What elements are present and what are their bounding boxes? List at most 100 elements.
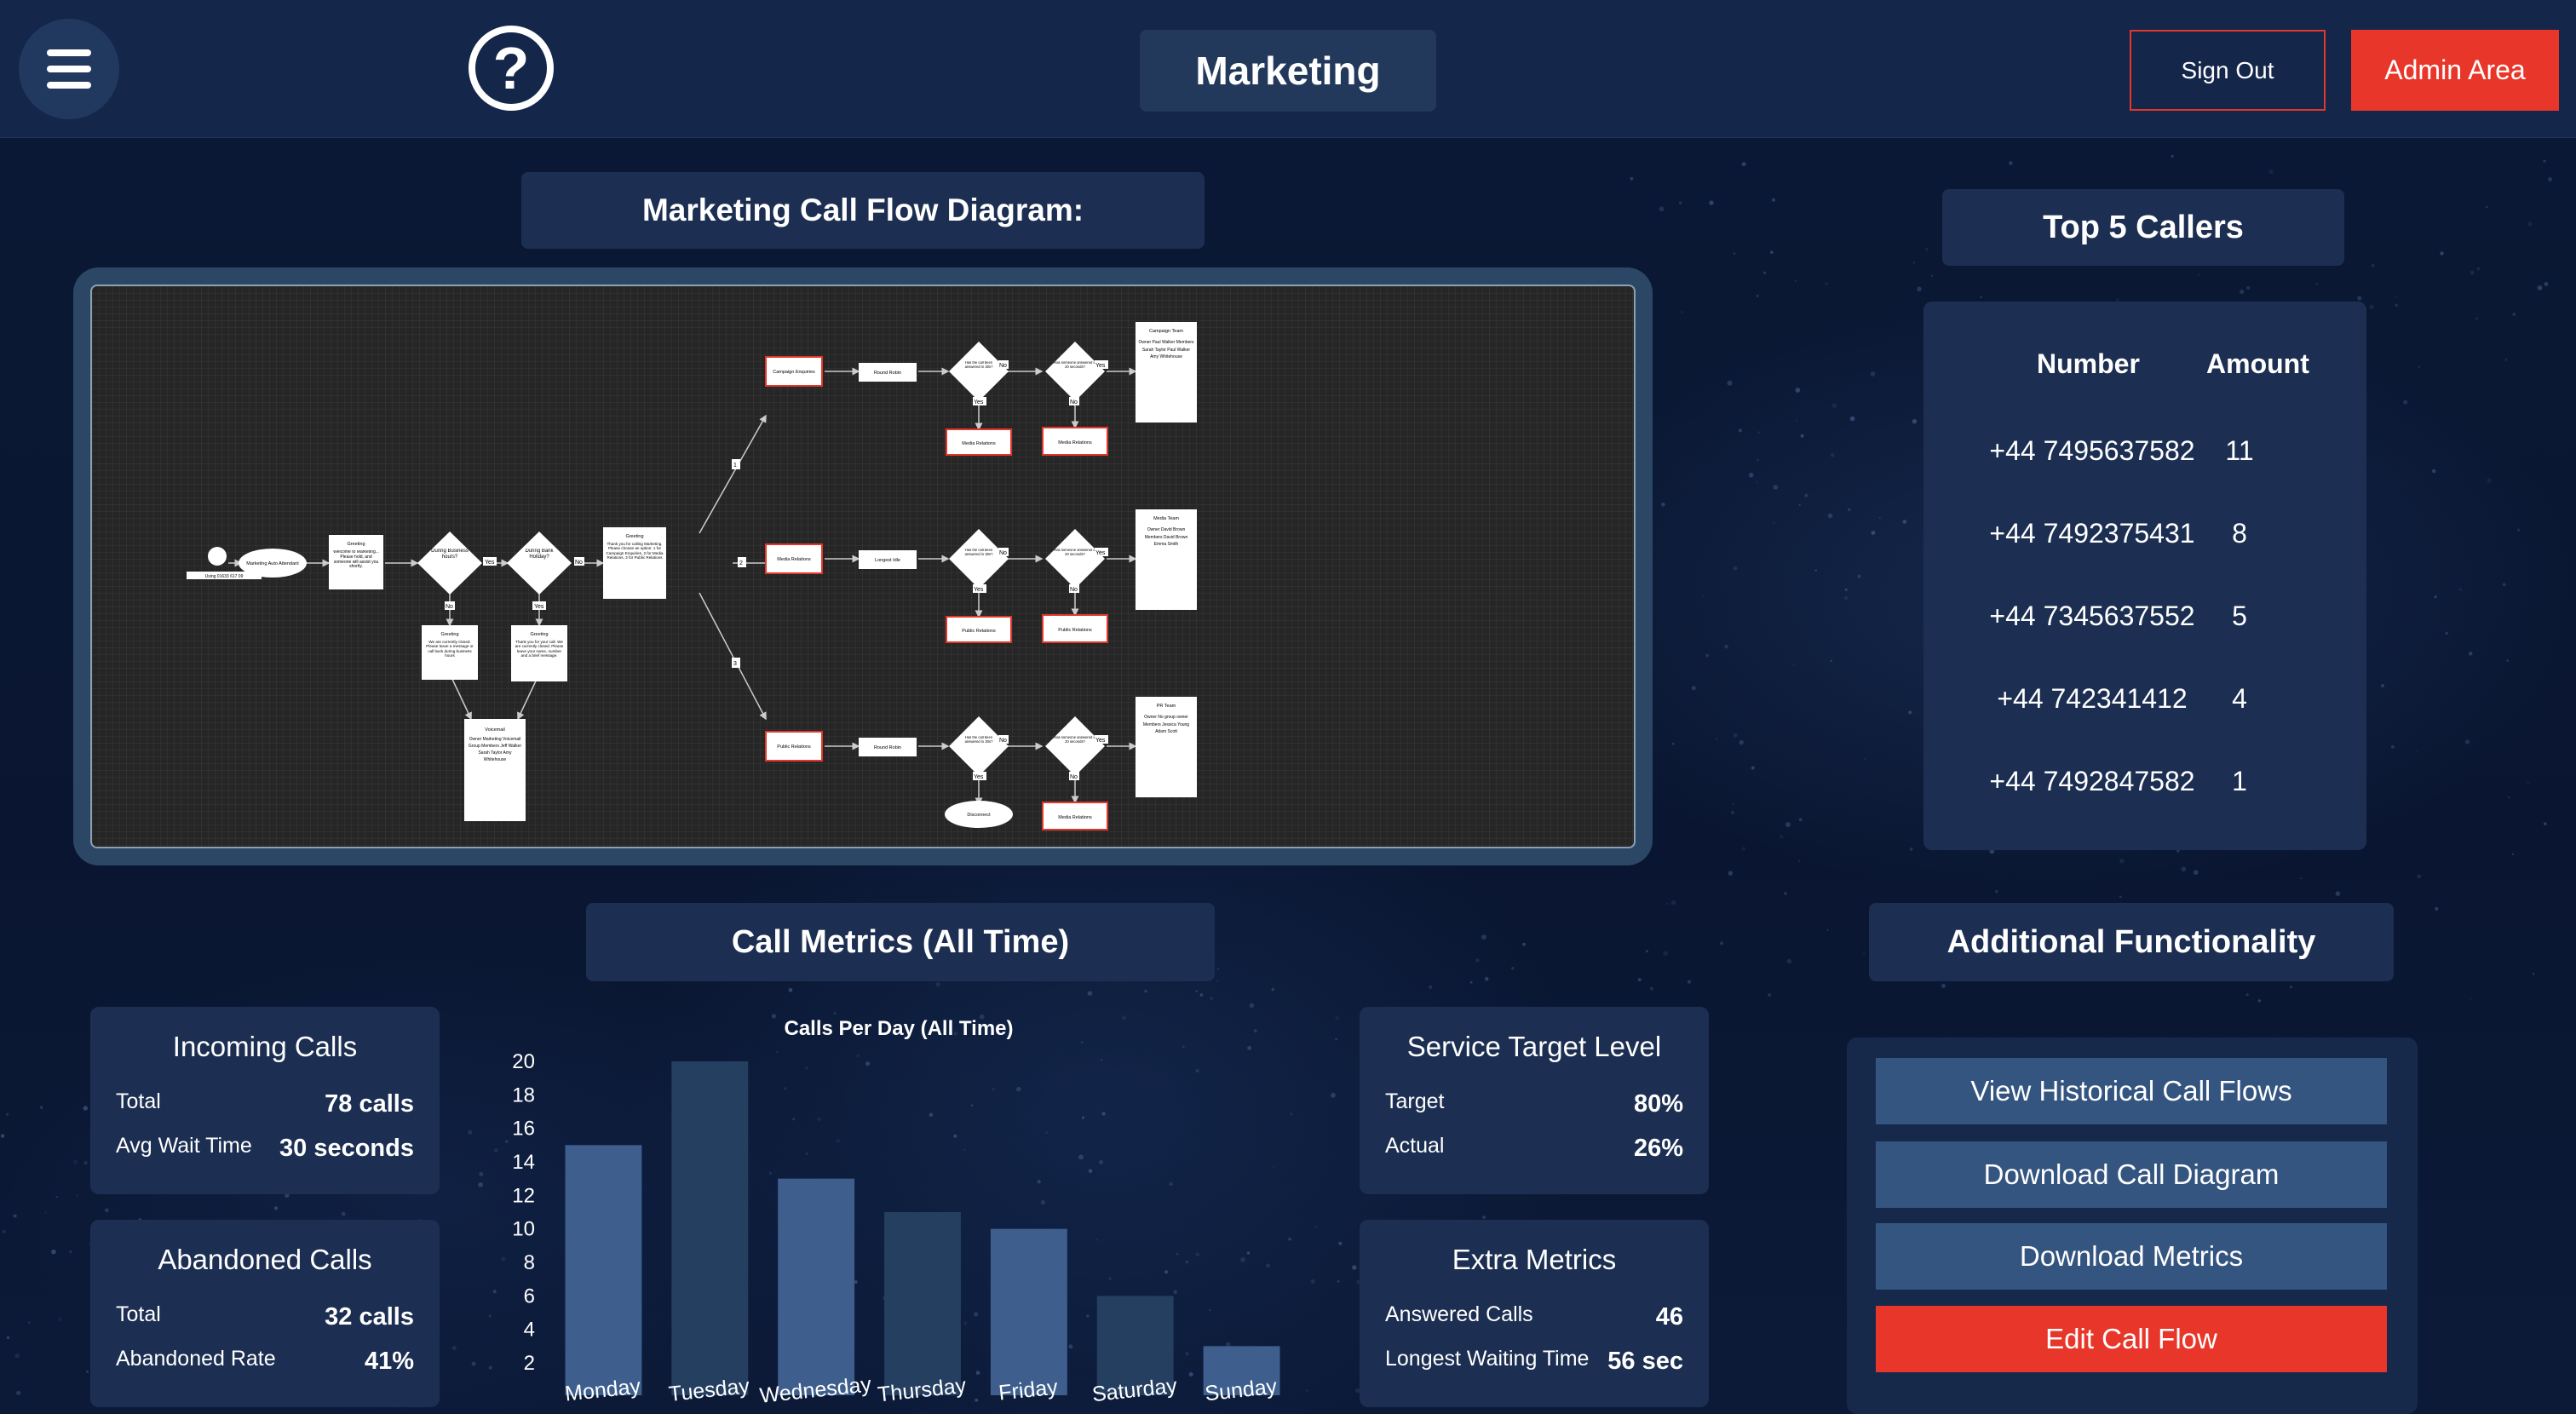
failover-node: [1042, 614, 1108, 643]
admin-area-button[interactable]: Admin Area: [2351, 30, 2559, 111]
call-flow-diagram[interactable]: Using 01633 617 09 Marketing Auto Attend…: [90, 285, 1636, 848]
no-tag: No: [446, 604, 453, 610]
card-value: 30 seconds: [279, 1135, 414, 1162]
card-value: 26%: [1633, 1135, 1683, 1162]
routing-node: [859, 363, 917, 382]
caller-amount: 5: [2232, 601, 2247, 631]
call-metrics-title: Call Metrics (All Time): [586, 903, 1215, 981]
help-icon[interactable]: ?: [469, 26, 554, 111]
y-tick-label: 18: [512, 1083, 535, 1106]
queue-node: [765, 356, 823, 387]
answer-decision: [1045, 529, 1105, 589]
no-tag: No: [1070, 774, 1078, 780]
business-hours-decision: During Business hours?: [431, 549, 469, 560]
y-tick-label: 14: [512, 1151, 535, 1174]
x-tick-label: Friday: [998, 1375, 1060, 1405]
card-label: Avg Wait Time: [116, 1134, 252, 1158]
team-node-text: Owner No group owner Members Jessica You…: [1142, 715, 1190, 734]
additional-functionality-panel: View Historical Call Flows Download Call…: [1847, 1038, 2418, 1414]
yes-tag: Yes: [485, 560, 495, 566]
caller-amount: 1: [2232, 766, 2247, 796]
greeting-holiday-text: Thank you for your call. We are currentl…: [515, 640, 564, 658]
caller-amount: 11: [2225, 435, 2254, 466]
failover-node: [1042, 802, 1108, 831]
yes-tag: Yes: [1095, 363, 1106, 369]
card-label: Abandoned Rate: [116, 1347, 276, 1371]
y-tick-label: 4: [524, 1319, 535, 1342]
answered-decision-text: Has the call been answered in 30s?: [964, 736, 993, 744]
call-flow-svg: Using 01633 617 09 Marketing Auto Attend…: [187, 322, 1197, 831]
y-tick-label: 6: [524, 1285, 535, 1308]
failover-node-label: Public Relations: [1058, 628, 1092, 633]
failover-node-label: Media Relations: [1058, 440, 1092, 445]
routing-node: [859, 550, 917, 569]
col-number-header: Number: [2037, 348, 2140, 379]
bar-tuesday: [671, 1061, 749, 1395]
option-1-tag: 1: [733, 463, 737, 468]
edit-call-flow-button[interactable]: Edit Call Flow: [1876, 1306, 2387, 1372]
voicemail-node: Voicemail: [485, 727, 505, 733]
sign-out-button[interactable]: Sign Out: [2130, 30, 2326, 111]
greeting-menu-node: Greeting: [625, 534, 643, 539]
yes-tag: Yes: [1095, 550, 1106, 556]
page-title: Marketing: [1140, 30, 1436, 112]
failover-node-label: Media Relations: [962, 441, 996, 446]
no-tag: No: [1070, 399, 1078, 405]
routing-node: [859, 738, 917, 756]
card-title: Extra Metrics: [1452, 1244, 1617, 1275]
auto-attendant-node: Marketing Auto Attendant: [246, 561, 299, 566]
hamburger-menu-icon[interactable]: [19, 19, 119, 119]
answered-decision: [949, 716, 1009, 776]
answer-decision: [1045, 716, 1105, 776]
card-value: 78 calls: [325, 1090, 414, 1118]
answer-decision: [1045, 342, 1105, 401]
answer-decision-text: Has someone answered in 20 seconds?: [1054, 361, 1096, 369]
card-value: 80%: [1633, 1090, 1683, 1118]
no-tag: No: [1070, 587, 1078, 593]
greeting-closed-node: Greeting: [440, 632, 458, 637]
bar-monday: [565, 1145, 642, 1395]
option-2-tag: 2: [739, 560, 743, 566]
top-header: ? Marketing Sign Out Admin Area: [0, 0, 2576, 138]
team-node: [1136, 509, 1197, 610]
card-title: Incoming Calls: [172, 1031, 358, 1062]
failover-node-label: Media Relations: [1058, 815, 1092, 820]
view-historical-call-flows-button[interactable]: View Historical Call Flows: [1876, 1058, 2387, 1124]
top-callers-table: Number Amount +44 7495637582 11 +44 7492…: [1923, 302, 2366, 850]
card-label: Total: [116, 1302, 161, 1326]
failover-node: [946, 616, 1012, 643]
disconnect-label: Disconnect: [967, 813, 991, 818]
greeting-node-text: Welcome to Marketing... Please hold, and…: [333, 550, 379, 570]
card-value: 56 sec: [1607, 1348, 1683, 1375]
team-node-label: PR Team: [1157, 704, 1176, 709]
bar-saturday: [1096, 1296, 1174, 1395]
download-call-diagram-button[interactable]: Download Call Diagram: [1876, 1141, 2387, 1208]
additional-functionality-title: Additional Functionality: [1869, 903, 2394, 981]
answered-decision-text: Has the call been answered in 30s?: [964, 361, 993, 369]
answer-decision-text: Has someone answered in 20 seconds?: [1054, 736, 1096, 744]
queue-node-label: Public Relations: [777, 744, 811, 750]
answered-decision: [949, 529, 1009, 589]
caller-amount: 8: [2232, 518, 2247, 549]
caller-number: +44 7345637552: [1989, 601, 2195, 631]
team-node: [1136, 697, 1197, 797]
y-tick-label: 16: [512, 1118, 535, 1141]
calls-per-day-chart: Calls Per Day (All Time) 2 4 6 8 10 12 14 16 18 2…: [512, 1017, 1280, 1408]
caller-number: +44 7492847582: [1989, 766, 2195, 796]
y-tick-label: 8: [524, 1251, 535, 1274]
card-label: Actual: [1385, 1134, 1445, 1158]
yes-tag: Yes: [974, 774, 984, 780]
download-metrics-button[interactable]: Download Metrics: [1876, 1223, 2387, 1290]
chart-title: Calls Per Day (All Time): [785, 1017, 1014, 1040]
greeting-holiday-node: Greeting: [530, 632, 548, 637]
extra-metrics-card: Extra Metrics Answered Calls 46 Longest …: [1360, 1220, 1709, 1407]
card-value: 46: [1655, 1303, 1683, 1331]
greeting-node: Greeting: [347, 542, 365, 547]
routing-node-label: Longest Idle: [875, 558, 900, 563]
card-title: Service Target Level: [1406, 1031, 1662, 1062]
top-callers-title: Top 5 Callers: [1942, 189, 2344, 266]
abandoned-calls-card: Abandoned Calls Total 32 calls Abandoned…: [90, 1220, 440, 1407]
no-tag: No: [575, 560, 583, 566]
greeting-menu-text: Thank you for calling Marketing. Please …: [606, 542, 664, 560]
queue-node: [765, 543, 823, 574]
